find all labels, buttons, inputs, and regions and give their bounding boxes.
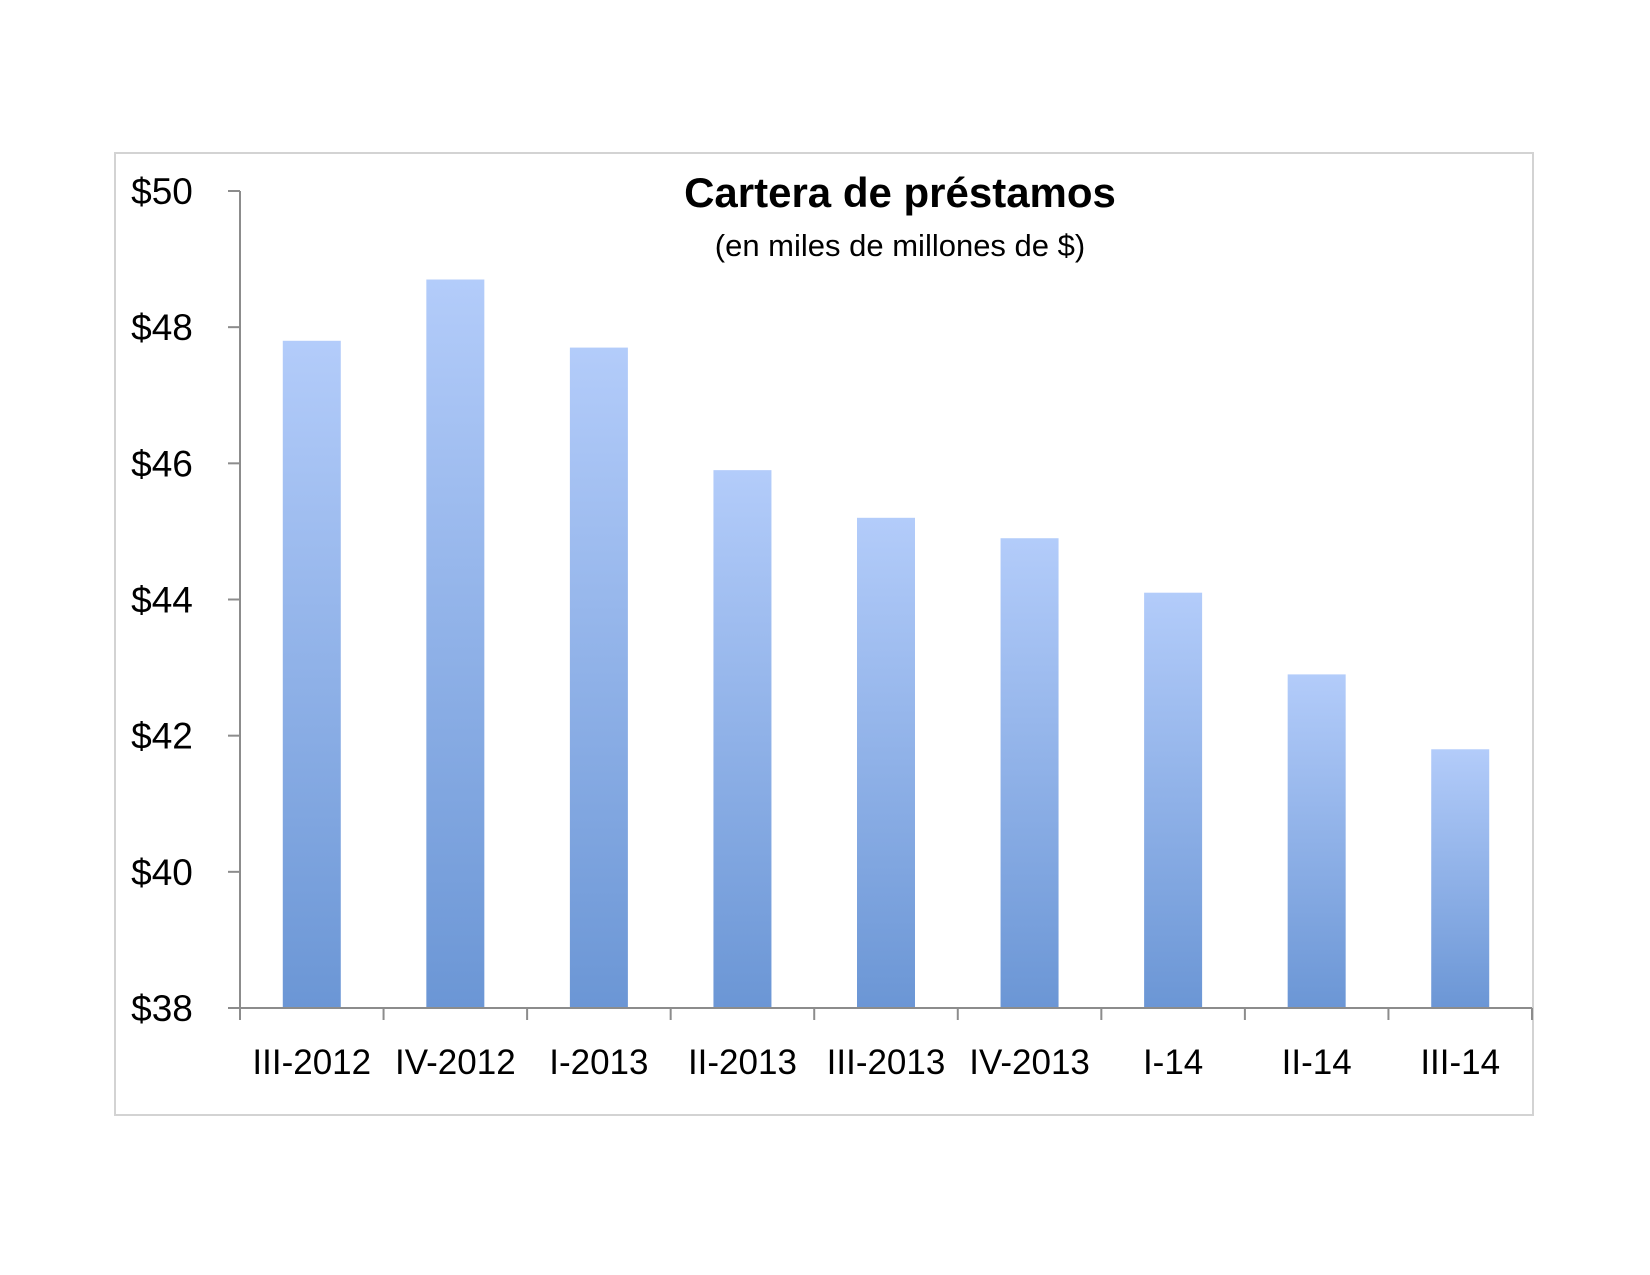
bar-II-2013 — [713, 470, 772, 1008]
chart-title: Cartera de préstamos — [684, 169, 1116, 216]
x-tick-label: IV-2013 — [969, 1043, 1090, 1082]
y-tick-label: $46 — [131, 443, 193, 484]
x-tick-label: III-2013 — [827, 1043, 946, 1082]
x-tick-label: IV-2012 — [395, 1043, 516, 1082]
bar-IV-2013 — [1000, 538, 1059, 1008]
bar-II-14 — [1287, 674, 1346, 1008]
bar-I-2013 — [569, 347, 628, 1008]
x-tick-label: I-2013 — [549, 1043, 648, 1082]
x-tick-label: II-14 — [1282, 1043, 1352, 1082]
bar-I-14 — [1144, 592, 1203, 1008]
bar-III-2012 — [282, 340, 341, 1008]
x-tick-label: III-2012 — [252, 1043, 371, 1082]
y-tick-label: $42 — [131, 716, 193, 757]
plot-area: $38 $40 $42 $44 $46 $48 $50 III-2012 IV-2012 I-20… — [131, 171, 1533, 1082]
y-tick-label: $50 — [131, 171, 193, 212]
chart-subtitle: (en miles de millones de $) — [715, 228, 1085, 263]
x-tick-label: II-2013 — [688, 1043, 797, 1082]
bar-III-14 — [1431, 749, 1490, 1008]
y-tick-label: $44 — [131, 580, 193, 621]
bar-III-2013 — [857, 517, 915, 1008]
x-tick-label: I-14 — [1143, 1043, 1203, 1082]
bar-IV-2012 — [426, 279, 485, 1009]
y-tick-label: $48 — [131, 307, 193, 348]
y-tick-label: $38 — [131, 988, 193, 1029]
y-tick-label: $40 — [131, 852, 193, 893]
x-tick-label: III-14 — [1420, 1043, 1500, 1082]
